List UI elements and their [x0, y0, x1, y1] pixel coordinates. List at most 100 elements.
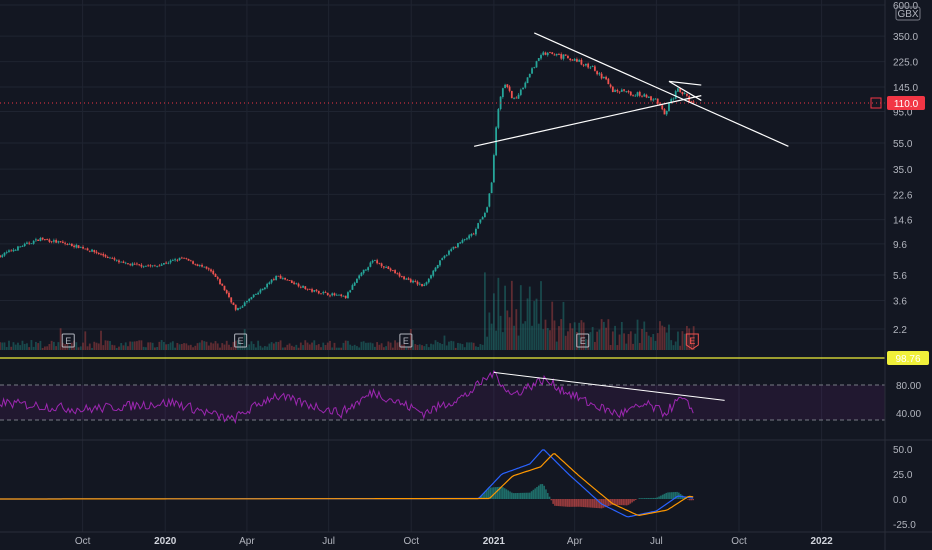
earnings-marker[interactable]: E — [61, 333, 75, 348]
volume-bar — [248, 344, 251, 350]
candle-body — [459, 242, 462, 244]
candle-body — [10, 250, 13, 252]
candle-body — [205, 266, 208, 269]
ascending-trendline[interactable] — [473, 95, 702, 147]
rsi-highlight-value: 98.76 — [895, 354, 920, 365]
candle-body — [100, 253, 102, 255]
candle-body — [477, 223, 480, 229]
macd-histogram-bar — [584, 499, 587, 508]
macd-histogram-bar — [487, 488, 490, 499]
macd-histogram-bar — [512, 493, 515, 499]
descending-trendline[interactable] — [534, 32, 789, 147]
candle-body — [284, 277, 286, 280]
price-tick-label: 14.6 — [893, 216, 913, 227]
macd-histogram-bar — [599, 499, 601, 509]
rsi-axis[interactable]: 80.00 40.00 98.76 — [887, 351, 929, 420]
candle-body — [602, 76, 605, 79]
volume-bar — [297, 347, 300, 350]
volume-bar — [293, 346, 295, 350]
volume-bar — [221, 343, 224, 350]
candle-body — [360, 272, 363, 276]
candle-body — [434, 267, 437, 272]
candle-body — [632, 94, 634, 96]
candle-body — [454, 247, 457, 249]
volume-bar — [356, 346, 358, 350]
candle-body — [549, 52, 551, 54]
volume-bar — [544, 319, 547, 350]
candle-body — [165, 262, 168, 264]
alert-icon[interactable] — [870, 97, 882, 109]
volume-bar — [620, 321, 623, 350]
candle-body — [156, 265, 159, 267]
candle-body — [607, 78, 610, 85]
earnings-marker[interactable]: E — [234, 333, 248, 348]
earnings-marker[interactable]: E — [685, 333, 699, 350]
candle-body — [46, 238, 49, 240]
macd-histogram-bar — [484, 492, 486, 499]
candle-body — [171, 260, 174, 262]
trendlines[interactable] — [473, 32, 789, 147]
candle-body — [145, 265, 147, 267]
macd-histogram-bar — [582, 499, 585, 508]
macd-histogram-bar — [514, 493, 517, 499]
volume-bar — [677, 331, 679, 350]
candle-body — [136, 263, 138, 265]
candle-body — [122, 261, 125, 263]
volume-bar — [560, 319, 563, 350]
candle-body — [535, 61, 538, 68]
candle-body — [598, 73, 601, 75]
flag-diagonal-line[interactable] — [668, 80, 702, 101]
price-axis[interactable]: 600.0350.0225.0145.095.055.035.022.614.6… — [870, 1, 925, 336]
volume-bar — [290, 345, 293, 350]
candle-body — [32, 240, 35, 244]
candle-body — [288, 280, 291, 281]
flag-top-line[interactable] — [668, 80, 702, 86]
candle-body — [492, 155, 495, 183]
macd-axis[interactable]: 50.0 25.0 0.0 -25.0 — [893, 445, 916, 531]
volume-bar — [508, 317, 511, 350]
candle-body — [652, 99, 655, 101]
candle-body — [299, 286, 302, 288]
volume-bar — [272, 343, 275, 350]
volume-bar — [499, 315, 502, 350]
macd-histogram-bar — [643, 498, 646, 499]
volume-bar — [540, 281, 542, 350]
volume-bar — [266, 346, 269, 350]
volume-bar — [578, 322, 581, 350]
volume-bar — [187, 345, 190, 350]
volume-bar — [10, 346, 13, 350]
macd-histogram-bar — [620, 499, 623, 506]
macd-histogram-bar — [581, 499, 583, 507]
volume-bar — [598, 329, 601, 350]
macd-histogram-bar — [683, 496, 686, 499]
earnings-label: E — [238, 336, 244, 346]
macd-histogram-bar — [577, 499, 580, 507]
volume-bar — [178, 344, 181, 350]
time-axis[interactable]: Oct 2020 Apr Jul Oct 2021 Apr Jul Oct 2022 — [75, 536, 833, 547]
earnings-badge-shape — [576, 333, 590, 348]
candle-body — [373, 260, 376, 261]
volume-bar — [3, 342, 6, 350]
candle-body — [19, 246, 22, 248]
volume-bar — [382, 347, 385, 350]
candle-body — [564, 54, 567, 56]
candle-body — [553, 54, 556, 56]
volume-bar — [57, 342, 60, 350]
macd-histogram-bar — [651, 497, 653, 499]
rsi-trendline[interactable] — [493, 371, 725, 401]
candle-body — [55, 240, 58, 243]
candle-body — [142, 266, 145, 268]
earnings-marker[interactable]: E — [576, 333, 590, 348]
volume-bar — [167, 344, 170, 350]
currency-box[interactable] — [895, 6, 921, 21]
candle-body — [214, 273, 217, 277]
volume-bar — [210, 342, 212, 350]
volume-bar — [259, 345, 262, 350]
volume-bar — [335, 347, 338, 350]
candle-body — [504, 84, 506, 89]
candle-body — [405, 278, 408, 280]
earnings-marker[interactable]: E — [399, 333, 413, 348]
